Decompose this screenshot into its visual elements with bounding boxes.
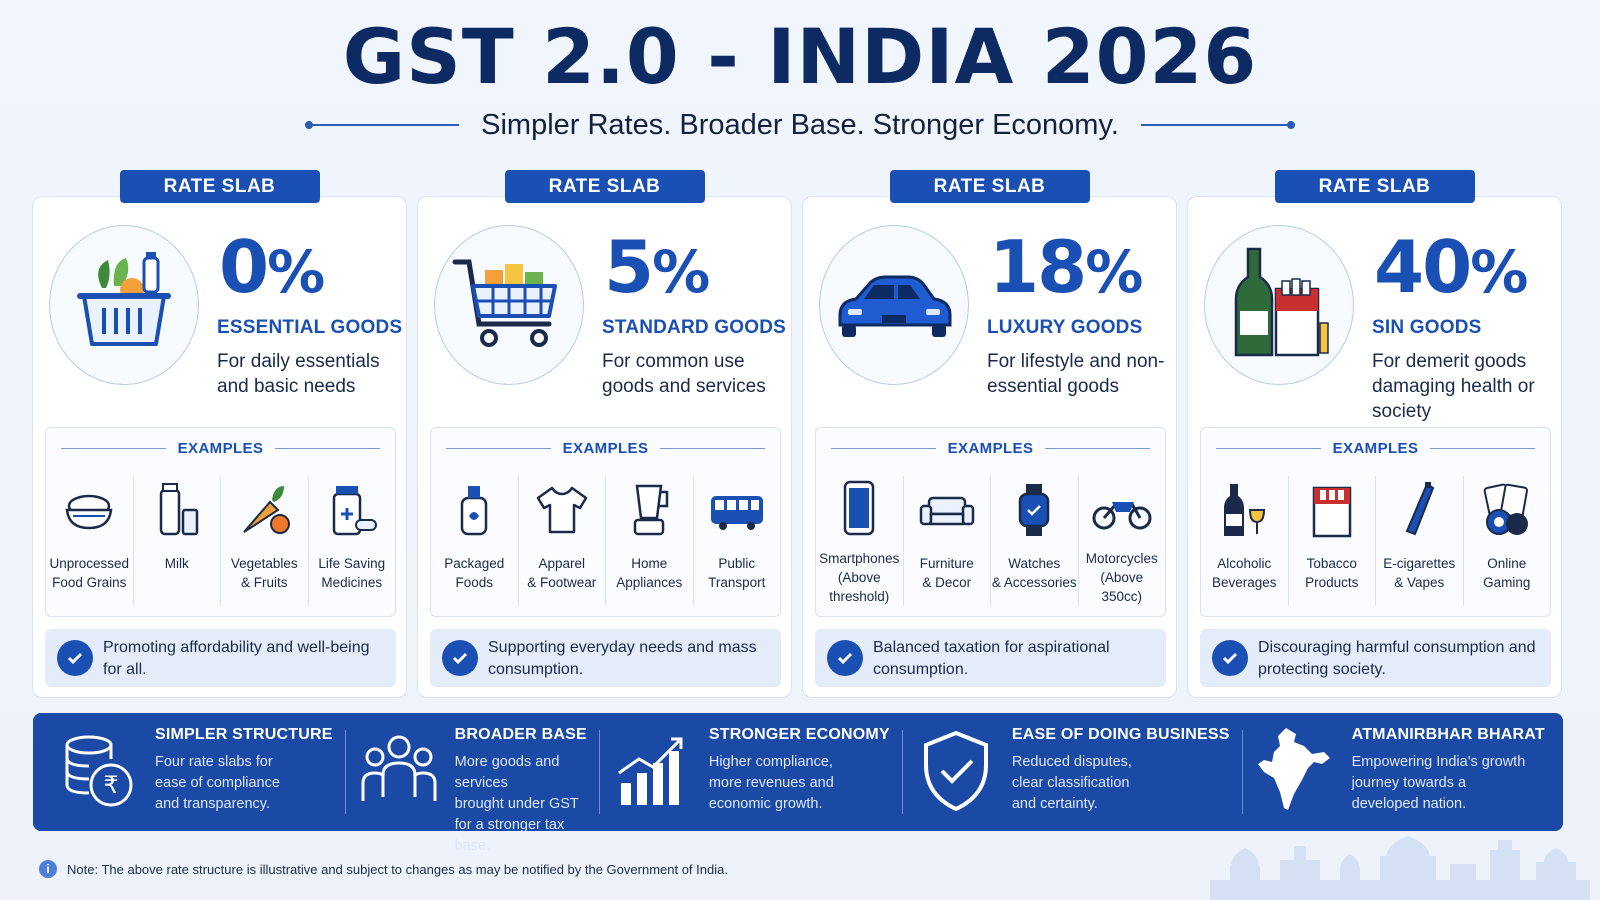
rate-value: 0% xyxy=(219,225,325,309)
example-item: Alcoholic Beverages xyxy=(1201,476,1289,606)
vegetables-icon xyxy=(230,476,298,544)
divider-right xyxy=(1140,121,1295,129)
vape-icon xyxy=(1385,476,1453,544)
benefit-broader-base: BROADER BASE More goods and services bro… xyxy=(344,726,599,854)
wine-icon xyxy=(1210,476,1278,544)
rate-slab-tab: RATE SLAB xyxy=(119,170,320,203)
divider-left xyxy=(305,121,460,129)
skyline-decoration xyxy=(1210,836,1590,900)
category-description: For lifestyle and non-essential goods xyxy=(987,351,1165,397)
example-item: Home Appliances xyxy=(606,476,694,606)
bottle-and-cigarettes-icon xyxy=(1204,225,1354,385)
tshirt-icon xyxy=(528,476,596,544)
examples-panel: EXAMPLES Unprocessed Food Grains Milk Ve… xyxy=(45,427,396,617)
rate-card-2: RATE SLAB 18% LUXURY GOODS For lifestyle… xyxy=(802,170,1177,698)
subtitle-row: Simpler Rates. Broader Base. Stronger Ec… xyxy=(0,105,1600,145)
grocery-basket-icon xyxy=(49,225,199,385)
example-item: Online Gaming xyxy=(1464,476,1551,606)
check-icon xyxy=(442,640,478,676)
packaged-food-icon xyxy=(440,476,508,544)
motorcycle-icon xyxy=(1088,476,1156,539)
svg-text:₹: ₹ xyxy=(103,771,118,799)
rate-slab-tab: RATE SLAB xyxy=(504,170,705,203)
footnote: i Note: The above rate structure is illu… xyxy=(39,860,728,878)
cigarette-pack-icon xyxy=(1298,476,1366,544)
rice-bowl-icon xyxy=(55,476,123,544)
examples-heading: EXAMPLES xyxy=(46,438,395,458)
shopping-cart-icon xyxy=(434,225,584,385)
category-description: For common use goods and services xyxy=(602,351,766,397)
rupee-coins-icon: ₹ xyxy=(57,726,141,816)
sofa-icon xyxy=(913,476,981,544)
bottom-note: Balanced taxation for aspirational consu… xyxy=(815,629,1166,687)
bottom-note: Promoting affordability and well-being f… xyxy=(45,629,396,687)
example-item: Milk xyxy=(134,476,221,606)
gaming-chips-icon xyxy=(1473,476,1541,544)
example-item: Furniture & Decor xyxy=(904,476,991,606)
page-title: GST 2.0 - INDIA 2026 xyxy=(342,12,1258,101)
page-subtitle: Simpler Rates. Broader Base. Stronger Ec… xyxy=(481,108,1119,141)
rate-value: 18% xyxy=(989,225,1143,309)
example-item: Packaged Foods xyxy=(431,476,519,606)
blender-icon xyxy=(615,476,683,544)
check-icon xyxy=(827,640,863,676)
example-item: Motorcycles (Above 350cc) xyxy=(1079,476,1166,606)
medicine-icon xyxy=(318,476,386,544)
examples-heading: EXAMPLES xyxy=(1201,438,1550,458)
example-item: Tobacco Products xyxy=(1289,476,1376,606)
category-title: SIN GOODS xyxy=(1372,317,1482,338)
category-title: ESSENTIAL GOODS xyxy=(217,317,403,338)
category-description: For daily essentials and basic needs xyxy=(217,351,380,397)
examples-heading: EXAMPLES xyxy=(431,438,780,458)
category-title: LUXURY GOODS xyxy=(987,317,1143,338)
benefits-band: ₹ SIMPLER STRUCTURE Four rate slabs for … xyxy=(33,713,1563,854)
examples-panel: EXAMPLES Packaged Foods Apparel & Footwe… xyxy=(430,427,781,617)
shield-check-icon xyxy=(914,726,998,816)
rate-card-3: RATE SLAB 40% SIN GOODS For demerit good… xyxy=(1187,170,1562,698)
example-item: Life Saving Medicines xyxy=(309,476,396,606)
rate-card-1: RATE SLAB 5% STANDARD GOODS For common u… xyxy=(417,170,792,698)
benefit-ease-of-doing-business: EASE OF DOING BUSINESS Reduced disputes,… xyxy=(901,726,1242,818)
example-item: E-cigarettes & Vapes xyxy=(1376,476,1464,606)
example-item: Smartphones (Above threshold) xyxy=(816,476,904,606)
people-group-icon xyxy=(357,726,441,816)
info-icon: i xyxy=(39,860,57,878)
rate-slab-tab: RATE SLAB xyxy=(1274,170,1475,203)
example-item: Apparel & Footwear xyxy=(519,476,606,606)
rate-value: 40% xyxy=(1374,225,1528,309)
check-icon xyxy=(1212,640,1248,676)
examples-heading: EXAMPLES xyxy=(816,438,1165,458)
benefit-stronger-economy: STRONGER ECONOMY Higher compliance, more… xyxy=(598,726,902,818)
benefit-atmanirbhar-bharat: ATMANIRBHAR BHARAT Empowering India's gr… xyxy=(1241,726,1557,818)
example-item: Public Transport xyxy=(694,476,781,606)
check-icon xyxy=(57,640,93,676)
milk-icon xyxy=(143,476,211,544)
car-icon xyxy=(819,225,969,385)
smartphone-icon xyxy=(825,476,893,539)
rate-slab-tab: RATE SLAB xyxy=(889,170,1090,203)
bus-icon xyxy=(703,476,771,544)
india-map-icon xyxy=(1254,726,1338,816)
example-item: Vegetables & Fruits xyxy=(221,476,309,606)
category-title: STANDARD GOODS xyxy=(602,317,787,338)
bottom-note: Supporting everyday needs and mass consu… xyxy=(430,629,781,687)
watch-icon xyxy=(1000,476,1068,544)
examples-panel: EXAMPLES Smartphones (Above threshold) F… xyxy=(815,427,1166,617)
growth-chart-icon xyxy=(611,726,695,816)
rate-card-0: RATE SLAB 0% ESSENTIAL GOODS For daily e… xyxy=(32,170,407,698)
examples-panel: EXAMPLES Alcoholic Beverages Tobacco Pro… xyxy=(1200,427,1551,617)
example-item: Watches & Accessories xyxy=(991,476,1079,606)
bottom-note: Discouraging harmful consumption and pro… xyxy=(1200,629,1551,687)
category-description: For demerit goods damaging health or soc… xyxy=(1372,351,1535,422)
rate-value: 5% xyxy=(604,225,710,309)
benefit-simpler-structure: ₹ SIMPLER STRUCTURE Four rate slabs for … xyxy=(45,726,345,818)
example-item: Unprocessed Food Grains xyxy=(46,476,134,606)
